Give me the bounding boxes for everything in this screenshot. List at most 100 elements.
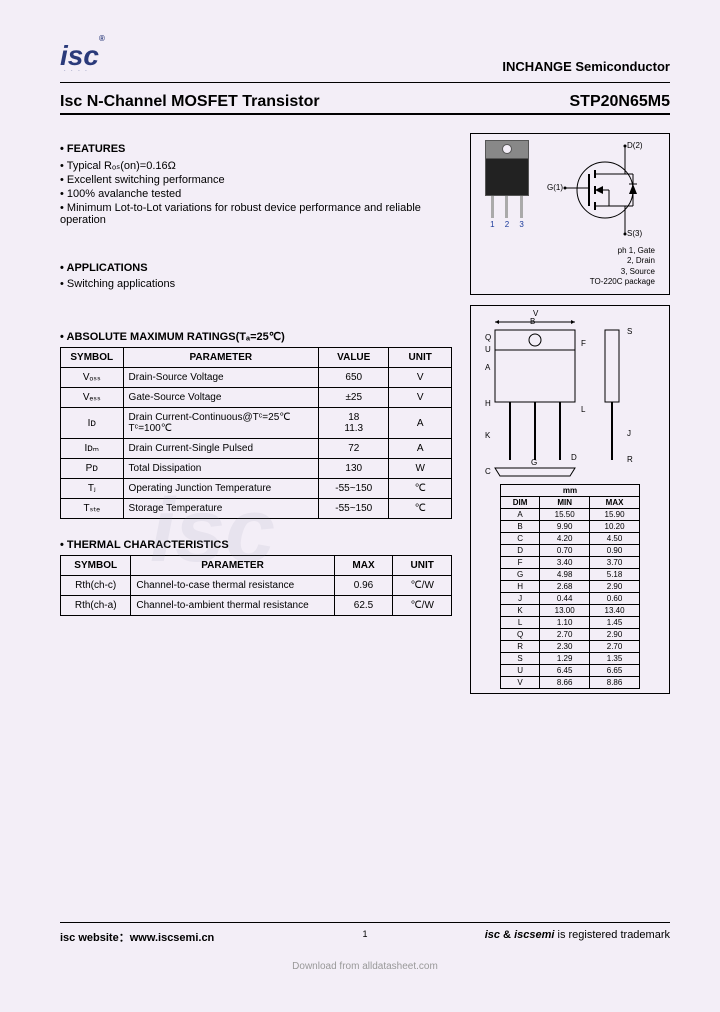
footer: isc website：www.iscsemi.cn 1 isc & iscse… [60,922,670,972]
dim-cell: 6.65 [590,664,640,676]
svg-text:F: F [581,339,586,348]
table-cell: Operating Junction Temperature [123,479,319,499]
dim-cell: V [501,676,540,688]
mechanical-drawing: B V Q U A H K F L D G C S J R [470,305,670,694]
pin-1: 1 [490,220,494,229]
table-cell: Drain-Source Voltage [123,368,319,388]
footer-left: isc website：www.iscsemi.cn [60,929,214,945]
svg-text:L: L [581,405,586,414]
pin-3: 3 [519,220,523,229]
svg-text:U: U [485,345,491,354]
svg-text:Q: Q [485,333,491,342]
table-cell: Channel-to-ambient thermal resistance [131,596,334,616]
dim-cell: Q [501,628,540,640]
title-row: Isc N-Channel MOSFET Transistor STP20N65… [60,93,670,111]
dim-cell: 2.70 [590,640,640,652]
svg-text:G: G [531,458,537,467]
dim-cell: F [501,556,540,568]
dim-cell: 2.70 [540,628,590,640]
mosfet-symbol: D(2) G(1) S(3) [545,140,655,288]
dim-cell: 13.40 [590,604,640,616]
dim-cell: 5.18 [590,568,640,580]
dim-cell: 8.66 [540,676,590,688]
logo-reg: ® [99,34,105,43]
dim-cell: 4.50 [590,532,640,544]
table-cell: Tⱼ [61,479,124,499]
right-column: 1 2 3 D(2) G(1) S(3) [470,133,670,694]
table-cell: ℃ [389,479,452,499]
dim-cell: 15.50 [540,508,590,520]
thermal-table: SYMBOLPARAMETERMAXUNITRth(ch-c)Channel-t… [60,555,452,616]
table-cell: 62.5 [334,596,393,616]
page-number: 1 [362,929,367,939]
logo-block: isc® · · · · [60,40,105,74]
table-cell: A [389,439,452,459]
applications-list: Switching applications [60,278,452,290]
dim-cell: B [501,520,540,532]
dim-cell: 4.98 [540,568,590,580]
table-cell: 650 [319,368,389,388]
table-cell: ℃/W [393,596,452,616]
g-label: G(1) [547,183,563,192]
table-cell: 0.96 [334,576,393,596]
application-item: Switching applications [60,278,452,290]
dim-cell: G [501,568,540,580]
feature-item: Minimum Lot-to-Lot variations for robust… [60,202,452,226]
dim-cell: 1.45 [590,616,640,628]
table-cell: ℃/W [393,576,452,596]
table-cell: Rth(ch-a) [61,596,131,616]
dim-cell: 4.20 [540,532,590,544]
dim-cell: 0.70 [540,544,590,556]
dim-cell: 0.60 [590,592,640,604]
dim-cell: 3.70 [590,556,640,568]
table-cell: -55~150 [319,499,389,519]
s-label: S(3) [627,229,642,238]
table-cell: Drain Current-Single Pulsed [123,439,319,459]
dim-cell: J [501,592,540,604]
pinout-box: 1 2 3 D(2) G(1) S(3) [470,133,670,295]
table-cell: 72 [319,439,389,459]
svg-text:K: K [485,431,491,440]
features-list: Typical Rₒₛ(on)=0.16ΩExcellent switching… [60,159,452,226]
dim-cell: 2.90 [590,580,640,592]
thermal-heading: • THERMAL CHARACTERISTICS [60,539,452,551]
table-cell: Tₛₜₑ [61,499,124,519]
dim-cell: R [501,640,540,652]
svg-text:J: J [627,429,631,438]
table-cell: Iᴅₘ [61,439,124,459]
dim-cell: 1.10 [540,616,590,628]
table-cell: Vₑₛₛ [61,388,124,408]
pin-legend: ph 1, Gate 2, Drain 3, Source TO-220C pa… [545,246,655,288]
dim-cell: U [501,664,540,676]
dim-cell: 10.20 [590,520,640,532]
table-cell: -55~150 [319,479,389,499]
svg-text:D: D [571,453,577,462]
applications-heading: • APPLICATIONS [60,262,452,274]
svg-text:V: V [533,310,539,318]
dim-cell: 9.90 [540,520,590,532]
table-cell: ±25 [319,388,389,408]
table-cell: Drain Current-Continuous@Tᶜ=25℃ Tᶜ=100℃ [123,408,319,439]
dim-cell: 8.86 [590,676,640,688]
dim-cell: K [501,604,540,616]
dim-cell: C [501,532,540,544]
svg-text:S: S [627,327,632,336]
table-cell: 18 11.3 [319,408,389,439]
logo-text: isc [60,40,99,71]
table-cell: Total Dissipation [123,459,319,479]
logo: isc® [60,40,105,72]
table-cell: A [389,408,452,439]
table-cell: ℃ [389,499,452,519]
product-title: Isc N-Channel MOSFET Transistor [60,93,320,111]
dim-cell: 1.29 [540,652,590,664]
feature-item: Typical Rₒₛ(on)=0.16Ω [60,159,452,172]
dim-cell: 15.90 [590,508,640,520]
dimensions-table: mmDIMMINMAXA15.5015.90B9.9010.20C4.204.5… [500,484,640,689]
header: isc® · · · · INCHANGE Semiconductor [60,40,670,74]
table-cell: Rth(ch-c) [61,576,131,596]
table-cell: V [389,388,452,408]
dim-cell: 6.45 [540,664,590,676]
download-text: Download from alldatasheet.com [60,961,670,972]
left-column: • FEATURES Typical Rₒₛ(on)=0.16ΩExcellen… [60,133,452,694]
table-cell: W [389,459,452,479]
